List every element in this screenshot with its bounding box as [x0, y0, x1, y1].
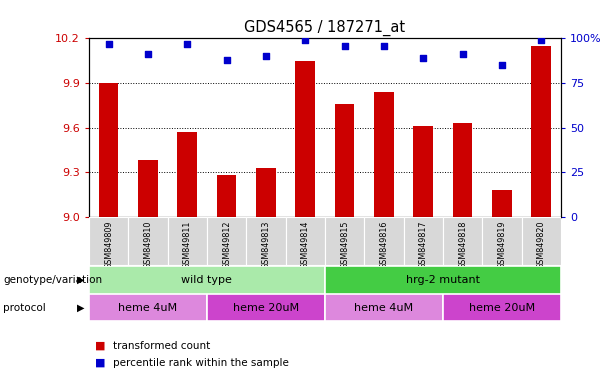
Text: hrg-2 mutant: hrg-2 mutant — [406, 275, 480, 285]
Bar — [443, 294, 561, 321]
Bar — [286, 217, 325, 265]
Text: GSM849817: GSM849817 — [419, 221, 428, 269]
Point — [379, 43, 389, 49]
Point — [418, 55, 428, 61]
Text: ▶: ▶ — [77, 275, 85, 285]
Text: ■: ■ — [95, 358, 105, 368]
Bar — [89, 266, 325, 294]
Bar — [325, 294, 443, 321]
Text: GSM849820: GSM849820 — [537, 221, 546, 269]
Text: wild type: wild type — [181, 275, 232, 285]
Point — [536, 37, 546, 43]
Bar — [256, 168, 276, 217]
Text: GSM849814: GSM849814 — [301, 221, 310, 269]
Point — [222, 57, 232, 63]
Bar — [217, 175, 237, 217]
Bar — [99, 83, 118, 217]
Text: GSM849819: GSM849819 — [497, 221, 506, 269]
Point — [182, 41, 192, 47]
Text: genotype/variation: genotype/variation — [3, 275, 102, 285]
Text: GSM849815: GSM849815 — [340, 221, 349, 269]
Text: heme 4uM: heme 4uM — [118, 303, 177, 313]
Bar — [325, 217, 364, 265]
Text: GSM849818: GSM849818 — [458, 221, 467, 269]
Bar — [403, 217, 443, 265]
Bar — [295, 61, 315, 217]
Bar — [207, 294, 325, 321]
Point — [104, 41, 113, 47]
Bar — [482, 217, 522, 265]
Point — [340, 43, 349, 49]
Text: GSM849816: GSM849816 — [379, 221, 389, 269]
Text: GSM849809: GSM849809 — [104, 221, 113, 269]
Bar — [413, 126, 433, 217]
Bar — [177, 132, 197, 217]
Bar — [531, 46, 551, 217]
Bar — [443, 217, 482, 265]
Text: GSM849813: GSM849813 — [261, 221, 270, 269]
Bar — [325, 266, 561, 294]
Bar — [207, 217, 246, 265]
Text: protocol: protocol — [3, 303, 46, 313]
Bar — [522, 217, 561, 265]
Bar — [89, 294, 207, 321]
Bar — [167, 217, 207, 265]
Text: GSM849811: GSM849811 — [183, 221, 192, 269]
Point — [497, 62, 507, 68]
Text: GSM849810: GSM849810 — [143, 221, 153, 269]
Bar — [335, 104, 354, 217]
Title: GDS4565 / 187271_at: GDS4565 / 187271_at — [245, 20, 405, 36]
Text: GSM849812: GSM849812 — [222, 221, 231, 269]
Text: heme 4uM: heme 4uM — [354, 303, 413, 313]
Point — [261, 53, 271, 59]
Bar — [89, 217, 128, 265]
Text: heme 20uM: heme 20uM — [469, 303, 535, 313]
Bar — [492, 190, 512, 217]
Point — [143, 51, 153, 58]
Point — [458, 51, 468, 58]
Text: ▶: ▶ — [77, 303, 85, 313]
Text: percentile rank within the sample: percentile rank within the sample — [113, 358, 289, 368]
Bar — [246, 217, 286, 265]
Bar — [364, 217, 403, 265]
Text: transformed count: transformed count — [113, 341, 211, 351]
Bar — [138, 161, 158, 217]
Point — [300, 37, 310, 43]
Text: heme 20uM: heme 20uM — [233, 303, 299, 313]
Bar — [128, 217, 167, 265]
Text: ■: ■ — [95, 341, 105, 351]
Bar — [374, 92, 394, 217]
Bar — [453, 123, 473, 217]
